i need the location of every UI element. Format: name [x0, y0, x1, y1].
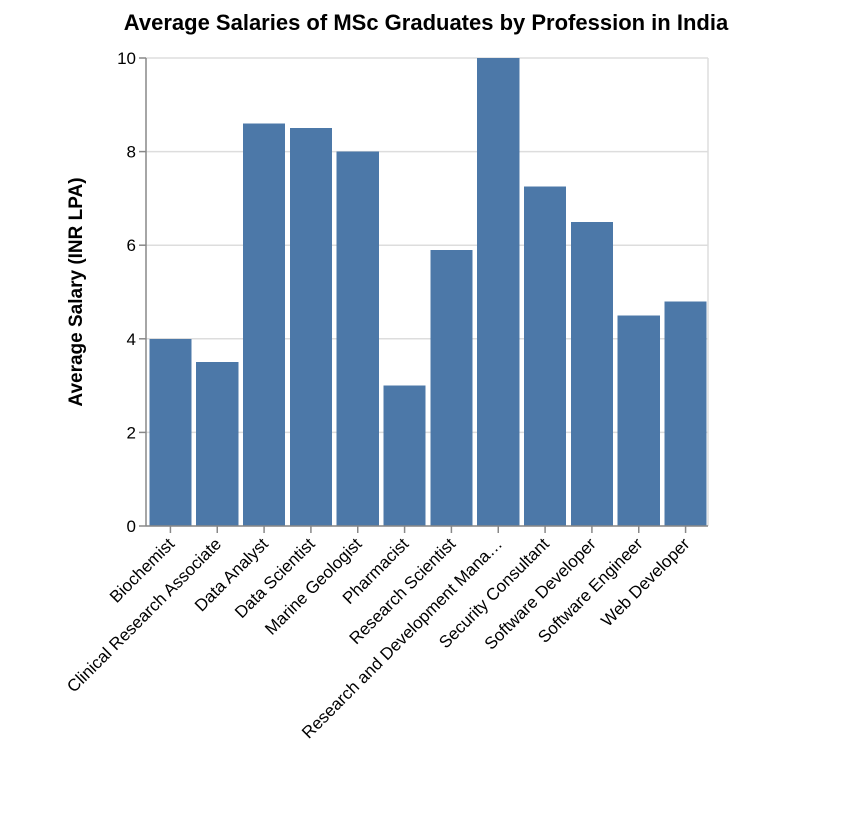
y-tick-label: 0: [127, 517, 136, 536]
y-tick-label: 10: [117, 49, 136, 68]
y-tick-label: 6: [127, 236, 136, 255]
bar[interactable]: [383, 385, 426, 526]
bar[interactable]: [289, 128, 332, 526]
bar[interactable]: [336, 151, 379, 526]
y-axis: 0 2 4 6 8 10: [117, 49, 147, 536]
bar[interactable]: [243, 123, 286, 527]
bar[interactable]: [196, 362, 239, 526]
bar[interactable]: [477, 58, 520, 526]
bar[interactable]: [149, 338, 192, 526]
grid-lines: [146, 57, 709, 527]
bar[interactable]: [570, 221, 613, 527]
y-tick-label: 8: [127, 143, 136, 162]
bars: [149, 58, 707, 527]
chart-title: Average Salaries of MSc Graduates by Pro…: [124, 10, 729, 35]
bar[interactable]: [617, 315, 660, 526]
y-axis-title: Average Salary (INR LPA): [66, 177, 87, 406]
y-tick-label: 2: [127, 423, 136, 442]
bar[interactable]: [664, 301, 707, 526]
bar[interactable]: [524, 186, 567, 526]
y-tick-label: 4: [127, 330, 136, 349]
bar[interactable]: [430, 249, 473, 526]
